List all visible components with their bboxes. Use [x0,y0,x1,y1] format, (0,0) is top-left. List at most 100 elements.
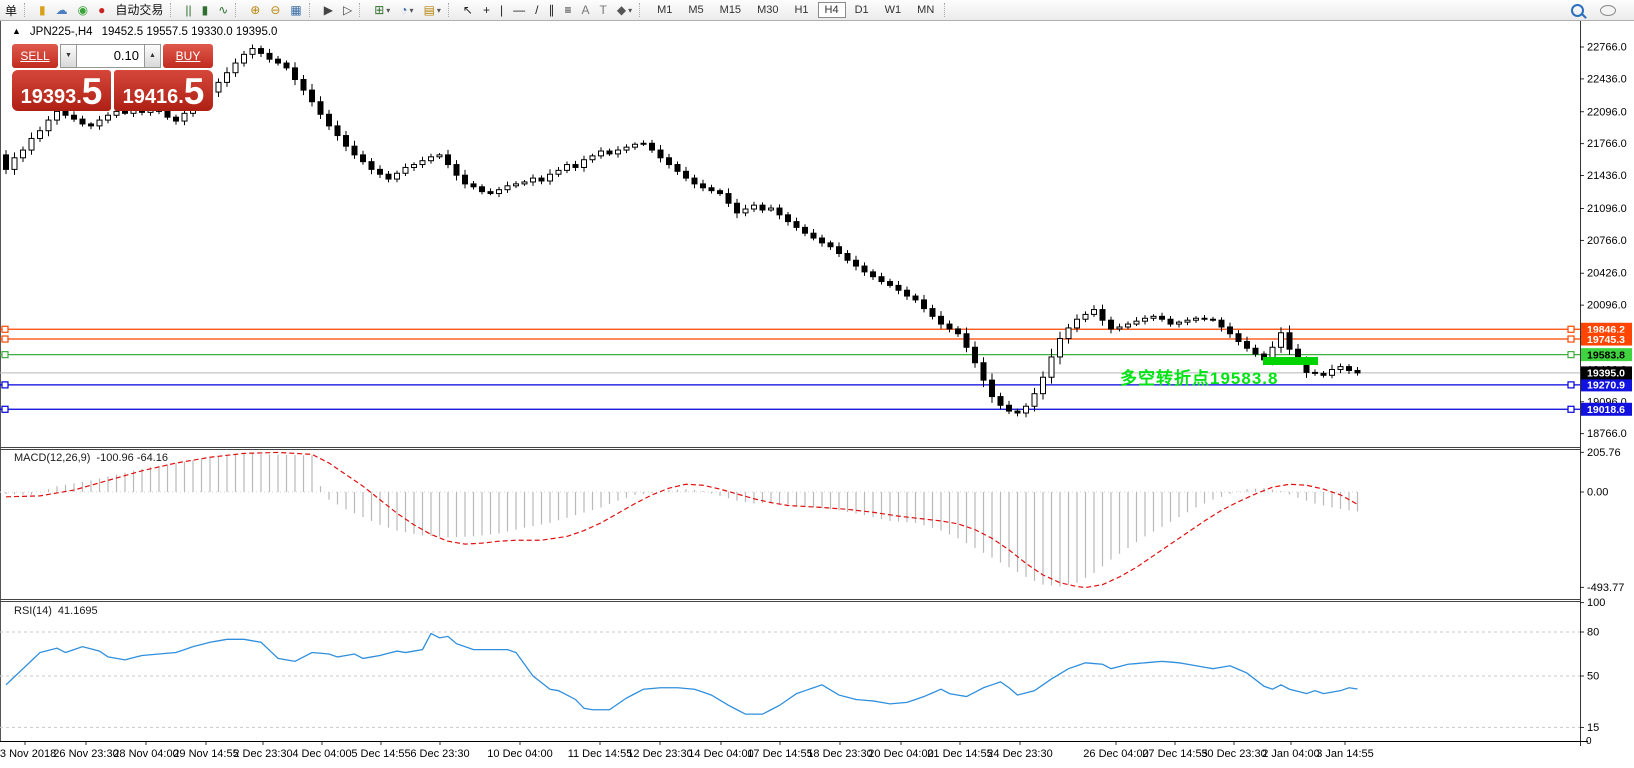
sell-price-display[interactable]: 19393. 5 [12,70,111,111]
level-line-handle[interactable] [1567,335,1575,343]
svg-text:80: 80 [1587,627,1599,639]
level-line-handle[interactable] [1,381,9,389]
tf-mn-button[interactable]: MN [917,4,935,16]
candle [283,62,290,69]
toolbar-separator [447,3,456,17]
candle [3,154,9,170]
auto-scroll-icon[interactable]: ▶ [319,1,338,19]
level-line-handle[interactable] [1567,325,1575,333]
cloud-icon[interactable]: ☁ [51,1,73,19]
level-line-handle[interactable] [1567,351,1575,359]
candle [768,207,774,211]
candle [691,177,698,185]
cursor-icon[interactable]: ↖ [458,1,478,19]
buy-button[interactable]: BUY [163,44,213,68]
candle [45,119,52,132]
line-chart-icon[interactable]: ∿ [213,1,233,19]
level-line-handle[interactable] [1,325,9,333]
svg-text:19270.9: 19270.9 [1587,380,1625,392]
candlestick-chart-icon-glyph: ▮ [201,3,209,17]
arrows-icon-dropdown-arrow[interactable]: ▾ [628,5,633,15]
candle [96,119,103,127]
zoom-out-icon[interactable]: ⊖ [265,1,285,19]
tf-d1-button[interactable]: D1 [854,4,869,16]
periods-icon-dropdown-arrow[interactable]: ▾ [409,5,414,15]
macd-indicator-label: MACD(12,26,9) -100.96 -64.16 [14,452,168,464]
level-line-handle[interactable] [1,335,9,343]
autotrade-button[interactable]: 自动交易 [110,1,168,19]
new-chart-icon-dropdown-arrow[interactable]: ▾ [386,5,391,15]
tf-m15-button[interactable]: M15 [719,4,742,16]
time-axis-label: 6 Dec 23:30 [410,748,469,760]
candle [1184,319,1191,323]
periods-icon[interactable]: ◔ ▾ [395,1,418,19]
candle [496,189,502,195]
level-line-handle[interactable] [1567,405,1575,413]
gold-bar-icon[interactable]: ▮ [34,1,51,19]
search-icon[interactable] [1571,3,1584,17]
bar-chart-icon[interactable]: || [180,1,196,19]
tf-h4-button[interactable]: H4 [817,2,846,18]
fibonacci-icon[interactable]: ≡ [559,1,576,19]
rsi-indicator-label: RSI(14) 41.1695 [14,605,98,617]
price-badges: 19846.219745.319583.819270.919018.619395… [1581,322,1632,416]
buy-price-display[interactable]: 19416. 5 [114,70,213,111]
signals-icon[interactable]: ◉ [73,1,93,19]
svg-text:19583.8: 19583.8 [1587,349,1625,361]
volume-input[interactable]: 0.10 [77,44,144,68]
tf-m30-button[interactable]: M30 [757,4,779,16]
level-line-handle[interactable] [1567,381,1575,389]
line-chart-icon-glyph: ∿ [218,3,229,17]
label-icon[interactable]: T [595,1,612,19]
candle [1278,332,1284,348]
svg-text:21096.0: 21096.0 [1587,203,1627,215]
collapse-panel-icon[interactable]: ▲ [12,26,21,36]
candle [742,208,749,214]
time-axis-label: 2 Dec 23:30 [233,748,292,760]
trendline-icon[interactable]: / [530,1,543,19]
auto-scroll-icon-glyph: ▶ [323,3,333,17]
tf-m1-button[interactable]: M1 [657,4,673,16]
chart-shift-icon[interactable]: ▷ [338,1,357,19]
svg-text:21436.0: 21436.0 [1587,170,1627,182]
new-order-button[interactable]: 单 [0,1,22,19]
candle [1227,326,1233,335]
volume-decrease-button[interactable]: ▼ [60,44,77,68]
tf-m5-button[interactable]: M5 [688,4,704,16]
toolbar-group-services: ▮ ☁ ◉ ● 自动交易 [34,1,168,20]
candlestick-chart-icon[interactable]: ▮ [197,1,214,19]
svg-text:22096.0: 22096.0 [1587,106,1627,118]
text-icon[interactable]: A [576,1,594,19]
tf-w1-button[interactable]: W1 [884,4,902,16]
zoom-in-icon[interactable]: ⊕ [245,1,265,19]
volume-increase-button[interactable]: ▲ [144,44,161,68]
tile-windows-icon[interactable]: ▦ [285,1,306,19]
templates-icon-dropdown-arrow[interactable]: ▾ [436,5,441,15]
sell-button[interactable]: SELL [12,44,58,68]
channel-icon[interactable]: ∥ [543,1,559,19]
time-axis-label: 29 Nov 14:55 [173,748,238,760]
crosshair-icon[interactable]: + [478,1,495,19]
pivot-annotation-text[interactable]: 多空转折点19583.8 [1120,369,1279,388]
candle [258,48,264,54]
annotation-highlight-rectangle[interactable] [1263,357,1318,365]
candle [232,62,239,74]
autotrade-icon[interactable]: ● [93,1,110,19]
horizontal-line-icon[interactable]: — [508,1,530,19]
new-chart-icon[interactable]: ⊞ ▾ [369,1,395,19]
chat-icon[interactable] [1600,4,1616,16]
candle [946,323,953,330]
tf-h1-button[interactable]: H1 [794,4,809,16]
candle [1346,366,1352,371]
time-axis-label: 4 Dec 04:00 [292,748,351,760]
level-line-handle[interactable] [1,351,9,359]
macd-panel: 205.76 0.00 -493.77 [0,447,1624,594]
templates-icon[interactable]: ▤ ▾ [419,1,446,19]
arrows-icon[interactable]: ◆ ▾ [612,1,637,19]
vertical-line-icon[interactable]: | [495,1,508,19]
panel-borders [0,21,1634,768]
svg-text:22436.0: 22436.0 [1587,73,1627,85]
level-line-handle[interactable] [1,405,9,413]
